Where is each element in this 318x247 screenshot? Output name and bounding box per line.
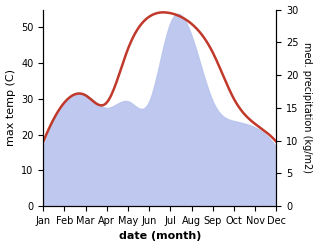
Y-axis label: med. precipitation (kg/m2): med. precipitation (kg/m2) [302, 42, 313, 173]
Y-axis label: max temp (C): max temp (C) [5, 69, 16, 146]
X-axis label: date (month): date (month) [119, 231, 201, 242]
